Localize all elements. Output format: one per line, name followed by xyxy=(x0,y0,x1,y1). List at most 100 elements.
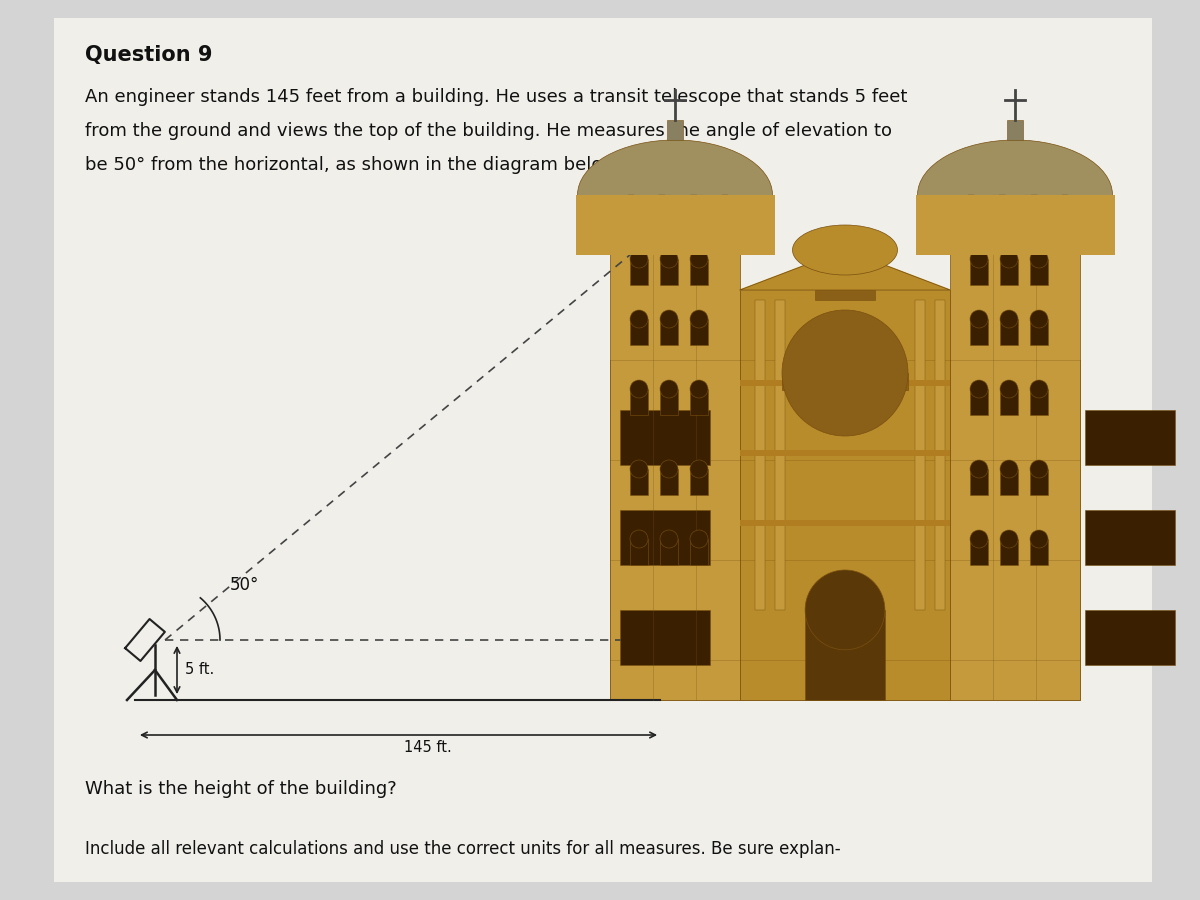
Bar xyxy=(740,450,950,456)
Bar xyxy=(660,319,678,345)
Ellipse shape xyxy=(630,380,648,398)
Bar xyxy=(740,520,950,526)
Bar xyxy=(610,215,740,230)
Bar xyxy=(1085,410,1175,465)
Bar xyxy=(782,373,908,390)
Ellipse shape xyxy=(970,250,988,268)
Bar xyxy=(916,195,1115,255)
Bar xyxy=(576,195,774,255)
Bar xyxy=(630,389,648,415)
Bar xyxy=(1030,389,1048,415)
Bar xyxy=(630,259,648,285)
Ellipse shape xyxy=(970,310,988,328)
Bar xyxy=(960,195,1070,230)
Text: 145 ft.: 145 ft. xyxy=(403,740,451,755)
Ellipse shape xyxy=(782,310,908,436)
Ellipse shape xyxy=(630,310,648,328)
Bar xyxy=(740,290,950,700)
Bar xyxy=(660,259,678,285)
Ellipse shape xyxy=(1030,530,1048,548)
Bar xyxy=(1062,195,1068,230)
Ellipse shape xyxy=(660,250,678,268)
Text: 50°: 50° xyxy=(230,576,259,594)
Bar xyxy=(691,195,697,230)
Bar xyxy=(775,300,785,610)
Bar xyxy=(950,215,1080,230)
Bar xyxy=(740,380,950,386)
Bar xyxy=(755,300,766,610)
Bar xyxy=(660,539,678,565)
Ellipse shape xyxy=(690,310,708,328)
Ellipse shape xyxy=(792,225,898,275)
Ellipse shape xyxy=(805,570,884,650)
Bar xyxy=(630,539,648,565)
Bar xyxy=(1000,259,1018,285)
Ellipse shape xyxy=(1030,250,1048,268)
Bar xyxy=(1085,610,1175,665)
Text: Question 9: Question 9 xyxy=(85,45,212,65)
Bar xyxy=(660,389,678,415)
Bar xyxy=(1030,469,1048,495)
Ellipse shape xyxy=(660,530,678,548)
Text: be 50° from the horizontal, as shown in the diagram below.: be 50° from the horizontal, as shown in … xyxy=(85,156,622,174)
Bar xyxy=(1030,539,1048,565)
Bar xyxy=(970,319,988,345)
Bar xyxy=(610,360,1080,700)
Bar xyxy=(660,469,678,495)
Bar xyxy=(620,610,710,665)
Bar xyxy=(950,230,1080,700)
Bar xyxy=(935,300,946,610)
Bar xyxy=(1031,195,1037,230)
Text: 5 ft.: 5 ft. xyxy=(185,662,215,678)
Ellipse shape xyxy=(1030,380,1048,398)
Bar xyxy=(970,259,988,285)
Bar xyxy=(970,469,988,495)
Bar xyxy=(690,259,708,285)
Bar xyxy=(970,539,988,565)
Ellipse shape xyxy=(918,140,1112,250)
Ellipse shape xyxy=(970,460,988,478)
Polygon shape xyxy=(740,250,950,290)
Bar xyxy=(970,389,988,415)
Ellipse shape xyxy=(660,310,678,328)
Text: from the ground and views the top of the building. He measures the angle of elev: from the ground and views the top of the… xyxy=(85,122,892,140)
Ellipse shape xyxy=(660,460,678,478)
Text: What is the height of the building?: What is the height of the building? xyxy=(85,780,397,798)
Bar xyxy=(1000,319,1018,345)
Bar xyxy=(967,195,973,230)
Bar xyxy=(805,610,884,700)
Bar xyxy=(916,300,925,610)
Bar xyxy=(690,389,708,415)
Ellipse shape xyxy=(970,530,988,548)
Ellipse shape xyxy=(630,530,648,548)
Text: Include all relevant calculations and use the correct units for all measures. Be: Include all relevant calculations and us… xyxy=(85,840,841,858)
Bar xyxy=(630,319,648,345)
Ellipse shape xyxy=(660,380,678,398)
Ellipse shape xyxy=(1000,460,1018,478)
Ellipse shape xyxy=(690,530,708,548)
Ellipse shape xyxy=(690,250,708,268)
Ellipse shape xyxy=(690,380,708,398)
Bar xyxy=(610,230,740,700)
Ellipse shape xyxy=(690,460,708,478)
Ellipse shape xyxy=(1000,250,1018,268)
Bar xyxy=(620,410,710,465)
Bar xyxy=(1007,120,1022,140)
Bar xyxy=(1000,469,1018,495)
Bar xyxy=(1000,539,1018,565)
Bar xyxy=(815,290,875,300)
Bar xyxy=(630,469,648,495)
Ellipse shape xyxy=(1030,310,1048,328)
Bar xyxy=(659,195,665,230)
Bar xyxy=(722,195,728,230)
Bar xyxy=(1000,195,1006,230)
Bar xyxy=(1085,510,1175,565)
Bar xyxy=(1030,319,1048,345)
Ellipse shape xyxy=(1000,310,1018,328)
Bar xyxy=(620,510,710,565)
Bar xyxy=(690,539,708,565)
Ellipse shape xyxy=(630,250,648,268)
Ellipse shape xyxy=(1030,460,1048,478)
Bar xyxy=(690,319,708,345)
Text: An engineer stands 145 feet from a building. He uses a transit telescope that st: An engineer stands 145 feet from a build… xyxy=(85,88,907,106)
